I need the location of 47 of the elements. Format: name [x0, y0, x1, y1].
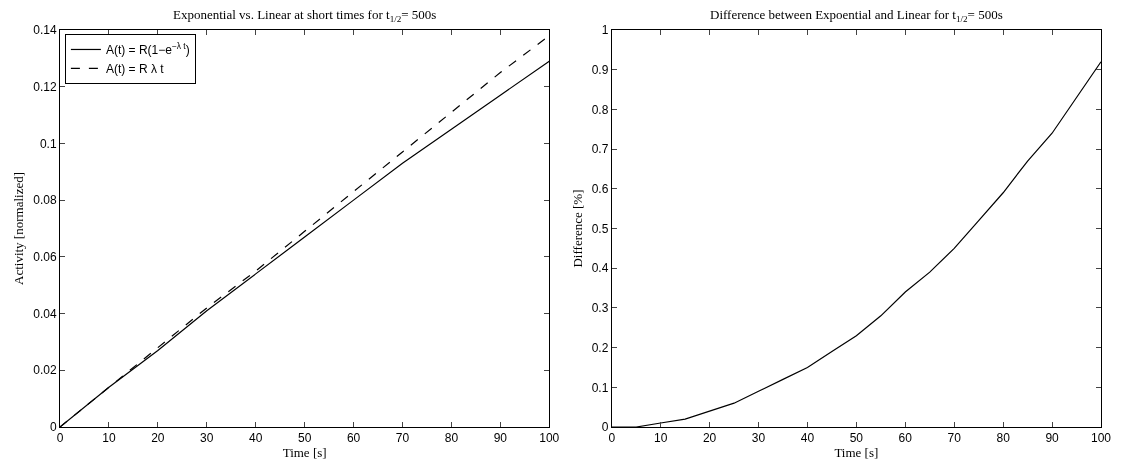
- y-tick-label: 0.1: [591, 380, 609, 395]
- x-tick-label: 30: [200, 431, 214, 446]
- x-tick-label: 100: [539, 431, 560, 446]
- x-tick-label: 50: [849, 431, 864, 446]
- x-tick-label: 10: [653, 431, 668, 446]
- x-tick-label: 30: [751, 431, 766, 446]
- y-tick-label: 0.12: [33, 79, 57, 94]
- legend-label: A(t) = R λ t: [105, 62, 165, 77]
- y-tick-label: 0.3: [591, 301, 609, 316]
- y-tick-label: 0.06: [33, 250, 57, 265]
- x-tick-label: 40: [800, 431, 815, 446]
- y-tick-label: 0.8: [591, 102, 609, 117]
- x-tick-label: 20: [702, 431, 717, 446]
- y-tick-label: 0.08: [33, 193, 57, 208]
- x-tick-label: 20: [151, 431, 165, 446]
- x-tick-label: 90: [493, 431, 508, 446]
- y-tick-label: 0.1: [39, 136, 57, 151]
- y-axis-title: Difference [%]: [569, 189, 585, 268]
- x-tick-label: 80: [996, 431, 1011, 446]
- y-tick-label: 0: [49, 420, 57, 435]
- chart-title: Exponential vs. Linear at short times for t$_{1/2}$= 500s: [173, 7, 437, 24]
- chart-title: Difference between Expoential and Linear for t$_{1/2}$= 500s: [710, 7, 1003, 24]
- y-tick-label: 0.14: [33, 23, 57, 38]
- x-axis-title: Time [s]: [834, 445, 879, 461]
- y-tick-label: 0: [601, 420, 609, 435]
- x-tick-label: 50: [297, 431, 312, 446]
- x-tick-label: 10: [102, 431, 116, 446]
- x-tick-label: 100: [1090, 431, 1112, 446]
- y-tick-label: 0.5: [591, 221, 609, 236]
- x-tick-label: 90: [1045, 431, 1060, 446]
- y-tick-label: 1: [601, 23, 609, 38]
- y-tick-label: 0.2: [591, 340, 609, 355]
- y-tick-label: 0.7: [591, 142, 609, 157]
- x-axis-title: Time [s]: [282, 445, 327, 461]
- x-tick-label: 80: [444, 431, 459, 446]
- y-tick-label: 0.6: [591, 182, 609, 196]
- y-tick-label: 0.02: [33, 363, 57, 378]
- y-tick-label: 0.9: [591, 62, 609, 77]
- legend-label: A(t) = R(1−e$^{−λ t}$): [105, 41, 190, 58]
- y-axis-title: Activity [normalized]: [11, 172, 27, 285]
- y-tick-label: 0.4: [591, 261, 609, 276]
- x-tick-label: 40: [249, 431, 263, 446]
- x-tick-label: 60: [346, 431, 361, 446]
- x-tick-label: 70: [395, 431, 410, 446]
- x-tick-label: 70: [947, 431, 962, 446]
- y-tick-label: 0.04: [33, 306, 57, 321]
- x-tick-label: 60: [898, 431, 913, 446]
